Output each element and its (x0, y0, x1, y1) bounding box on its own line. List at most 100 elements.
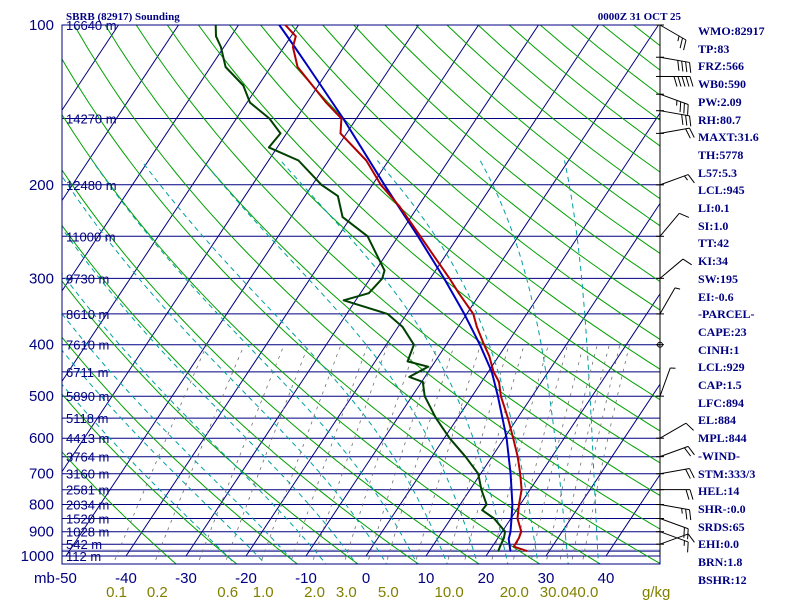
height-label: 3764 m (66, 450, 109, 465)
index-value: KI:34 (698, 254, 728, 269)
height-label: 11000 m (66, 229, 116, 244)
temperature-tick-label: -30 (175, 570, 197, 587)
dewpoint-point (268, 117, 271, 120)
dry-adiabat-lines (62, 25, 660, 564)
dewpoint-point (383, 269, 386, 272)
temperature-point (492, 371, 495, 373)
dewpoint-point (408, 376, 411, 378)
index-value: LCL:945 (698, 183, 745, 198)
index-value: -WIND- (698, 448, 740, 463)
pressure-tick-label: 900 (29, 524, 54, 541)
dewpoint-point (214, 25, 217, 26)
dry-adiabat-260 (62, 336, 299, 564)
dewpoint-point (279, 132, 282, 135)
temperature-tick-label: -40 (115, 570, 137, 587)
wind-barb (659, 93, 689, 105)
mixing-ratio-label: 10.0 (434, 584, 463, 600)
parcel-point (278, 25, 281, 26)
dewpoint-point (320, 183, 323, 186)
isotherm--20 (245, 25, 599, 557)
index-value: WB0:590 (698, 77, 746, 92)
wind-barb-feather (687, 104, 689, 115)
wind-barb (659, 533, 689, 545)
wind-barb-half-feather (677, 35, 680, 42)
wind-barb-feather (689, 509, 692, 521)
height-label: 2581 m (66, 483, 109, 498)
dewpoint-point (421, 381, 424, 383)
wind-barb-feather (673, 76, 678, 87)
index-value: HEL:14 (698, 484, 740, 499)
wind-barb-feather (689, 468, 695, 479)
dewpoint-point (406, 360, 409, 363)
height-label: 5118 m (66, 411, 108, 426)
wind-barb (659, 213, 680, 237)
parcel-point (509, 530, 512, 533)
index-value: BRN:1.8 (698, 555, 743, 570)
dewpoint-point (477, 472, 480, 475)
parcel-point (511, 503, 514, 506)
parcel-point (307, 66, 310, 68)
index-value: TP:83 (698, 41, 730, 56)
wind-barb-feather (677, 60, 680, 71)
wind-barb-feather (679, 101, 682, 113)
dewpoint-point (386, 313, 389, 315)
mixing-ratio-label: 0.2 (147, 584, 168, 600)
wind-barb-feather (685, 422, 694, 431)
temperature-point (516, 517, 519, 520)
temperature-trace (284, 25, 528, 552)
wind-barb-feather (687, 446, 695, 456)
dry-adiabat-340 (135, 25, 660, 497)
index-value: EI:-0.6 (698, 289, 734, 304)
wind-barb-half-feather (674, 287, 681, 290)
temperature-point (518, 503, 520, 506)
dewpoint-point (342, 299, 345, 302)
wind-barb-feather (687, 533, 695, 543)
temperature-point (475, 325, 478, 328)
dewpoint-point (401, 325, 404, 328)
moist-adiabat-20 (202, 160, 479, 564)
moist-adiabat-30 (376, 160, 539, 564)
mixing-ratio-label: 0.6 (217, 584, 238, 600)
pressure-tick-label: 200 (29, 177, 54, 194)
wind-barb-feather (685, 489, 690, 500)
isotherm-lines (62, 25, 660, 557)
wind-barb-feather (683, 103, 685, 114)
temperature-point (419, 235, 422, 238)
wind-barb-feather (684, 447, 692, 457)
dewpoint-point (417, 371, 420, 373)
moist-adiabat-10 (91, 160, 418, 564)
isotherm--70 (62, 25, 299, 383)
temperature-tick-label: 10 (418, 570, 435, 587)
index-value: TT:42 (698, 236, 730, 251)
wind-barb (659, 258, 684, 279)
height-label: 542 m (66, 537, 102, 552)
temperature-tick-label: 0 (362, 570, 370, 587)
index-value: PW:2.09 (698, 94, 742, 109)
temperature-point (457, 292, 460, 295)
dewpoint-point (215, 35, 217, 38)
mixing-ratio-0.6 (224, 344, 310, 564)
height-label: 3160 m (66, 467, 109, 482)
wind-profile (656, 24, 695, 556)
wind-barb-feather (685, 469, 691, 479)
temperature-point (340, 117, 343, 120)
wind-barb-feather (681, 114, 684, 125)
pressure-unit-label: mb (34, 570, 55, 587)
moist-adiabat--10 (62, 312, 297, 564)
index-value: SHR-:0.0 (698, 501, 746, 516)
moist-adiabat--15 (62, 349, 267, 564)
dewpoint-point (481, 509, 484, 512)
wind-barb-feather (685, 508, 688, 520)
isotherm--10 (305, 25, 659, 557)
temperature-tick-label: -10 (295, 570, 317, 587)
wind-barb-feather (683, 39, 687, 51)
temperature-point (398, 205, 401, 208)
index-value: MAXT:31.6 (698, 130, 759, 145)
isotherm-0 (365, 112, 660, 557)
dewpoint-trace (214, 25, 507, 552)
mixing-ratio-label: 5.0 (378, 584, 399, 600)
dewpoint-point (224, 66, 227, 68)
temperature-tick-label: -50 (55, 570, 77, 587)
wind-barb-feather (683, 527, 685, 538)
